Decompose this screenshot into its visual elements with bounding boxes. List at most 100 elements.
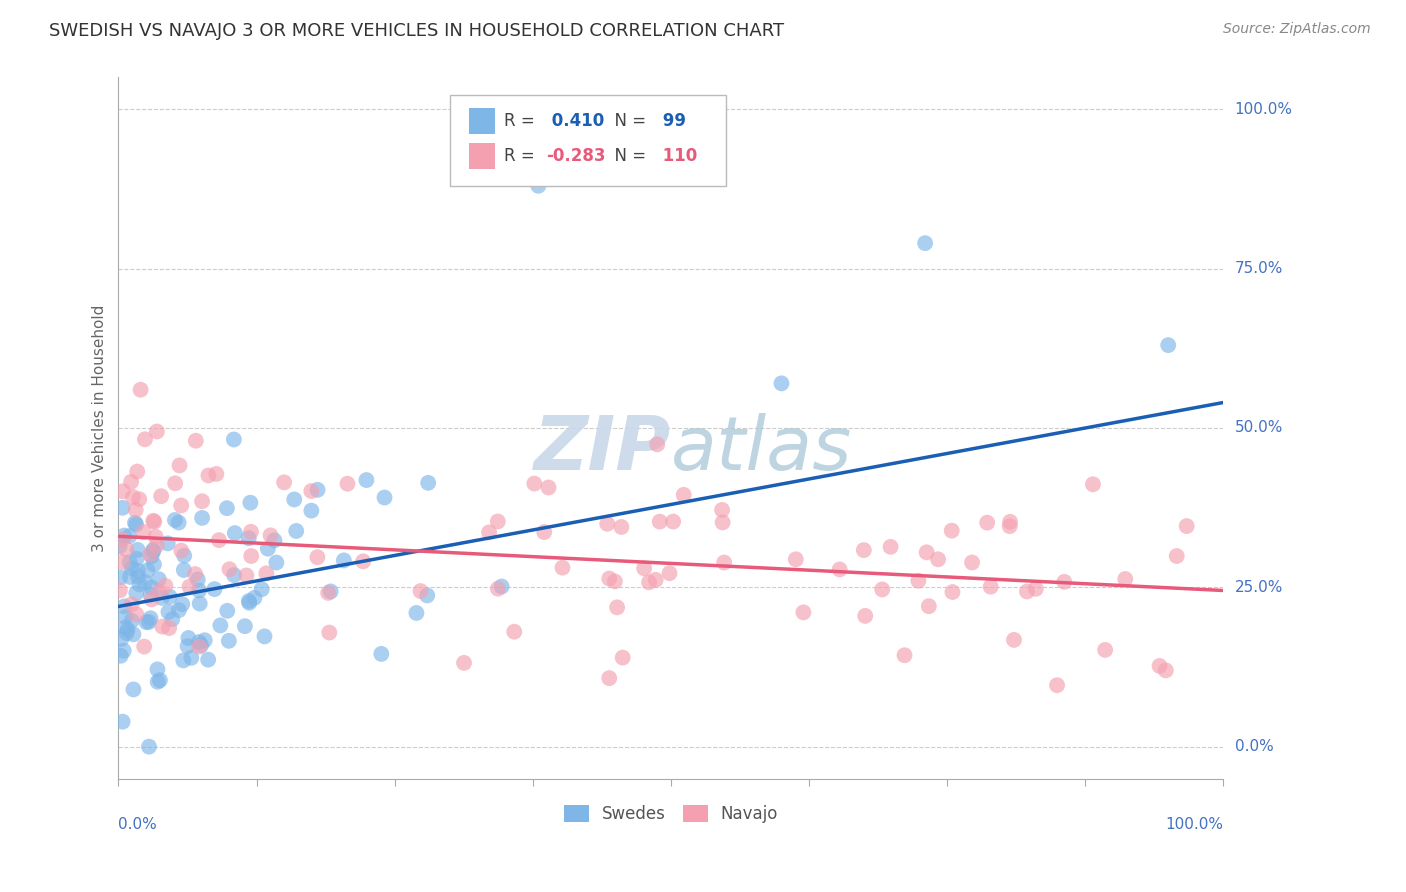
- Text: 0.410: 0.410: [546, 112, 605, 130]
- Point: [145, 539, 167, 553]
- Text: -0.283: -0.283: [546, 147, 606, 165]
- Point: [941, 524, 963, 538]
- Point: [998, 515, 1021, 529]
- Point: [188, 597, 211, 611]
- Point: [527, 178, 550, 193]
- Point: [115, 542, 138, 557]
- Point: [127, 543, 149, 558]
- Point: [150, 619, 173, 633]
- Point: [134, 575, 156, 590]
- Point: [256, 541, 278, 556]
- Point: [273, 475, 295, 490]
- Point: [253, 629, 276, 643]
- Point: [215, 501, 238, 516]
- Point: [648, 515, 671, 529]
- Point: [141, 592, 163, 607]
- Point: [218, 562, 240, 576]
- Point: [1175, 519, 1198, 533]
- Point: [148, 572, 170, 586]
- Point: [138, 615, 160, 629]
- Point: [194, 633, 217, 648]
- Point: [907, 574, 929, 588]
- Text: 25.0%: 25.0%: [1234, 580, 1282, 595]
- Point: [191, 511, 214, 525]
- Point: [523, 476, 546, 491]
- Point: [233, 619, 256, 633]
- Point: [491, 580, 513, 594]
- Point: [128, 577, 150, 591]
- Point: [172, 597, 194, 611]
- Point: [125, 517, 148, 532]
- Point: [998, 519, 1021, 533]
- Point: [598, 572, 620, 586]
- Point: [146, 425, 169, 439]
- Point: [180, 650, 202, 665]
- Point: [118, 555, 141, 569]
- Point: [173, 549, 195, 563]
- Point: [162, 612, 184, 626]
- Text: 50.0%: 50.0%: [1234, 420, 1282, 435]
- Point: [141, 549, 163, 564]
- Point: [612, 650, 634, 665]
- Point: [711, 503, 734, 517]
- Point: [150, 591, 173, 605]
- Point: [222, 568, 245, 582]
- Point: [238, 531, 260, 545]
- Point: [121, 614, 143, 628]
- Point: [121, 561, 143, 575]
- Point: [533, 524, 555, 539]
- Point: [770, 376, 793, 391]
- Point: [149, 673, 172, 688]
- Text: ZIP: ZIP: [534, 412, 671, 485]
- Point: [352, 554, 374, 568]
- Point: [537, 480, 560, 494]
- Point: [204, 582, 226, 596]
- Point: [551, 560, 574, 574]
- Point: [197, 468, 219, 483]
- Text: 100.0%: 100.0%: [1234, 102, 1292, 117]
- Point: [197, 653, 219, 667]
- Point: [188, 635, 211, 649]
- Point: [238, 594, 260, 608]
- Point: [142, 544, 165, 558]
- Point: [156, 536, 179, 550]
- Point: [159, 590, 181, 604]
- Point: [980, 580, 1002, 594]
- Point: [1053, 574, 1076, 589]
- Point: [682, 153, 704, 168]
- Point: [129, 383, 152, 397]
- Point: [128, 492, 150, 507]
- Point: [713, 556, 735, 570]
- FancyBboxPatch shape: [468, 108, 495, 134]
- Point: [110, 648, 132, 663]
- Point: [127, 465, 149, 479]
- Point: [117, 623, 139, 637]
- Point: [146, 674, 169, 689]
- Point: [336, 476, 359, 491]
- Point: [356, 473, 378, 487]
- Point: [134, 432, 156, 446]
- Point: [125, 607, 148, 622]
- Point: [179, 580, 201, 594]
- Point: [1025, 582, 1047, 596]
- Point: [828, 562, 851, 576]
- Point: [143, 515, 166, 529]
- Point: [170, 499, 193, 513]
- Point: [240, 549, 263, 563]
- Point: [662, 515, 685, 529]
- Point: [224, 526, 246, 541]
- Text: 99: 99: [657, 112, 686, 130]
- Point: [486, 515, 509, 529]
- Point: [108, 583, 131, 598]
- Point: [139, 588, 162, 602]
- Point: [122, 627, 145, 641]
- Point: [121, 597, 143, 611]
- Point: [266, 556, 288, 570]
- Point: [108, 539, 131, 553]
- Point: [478, 525, 501, 540]
- Point: [254, 566, 277, 581]
- Point: [941, 585, 963, 599]
- Point: [141, 580, 163, 594]
- Legend: Swedes, Navajo: Swedes, Navajo: [557, 798, 785, 830]
- Point: [184, 434, 207, 448]
